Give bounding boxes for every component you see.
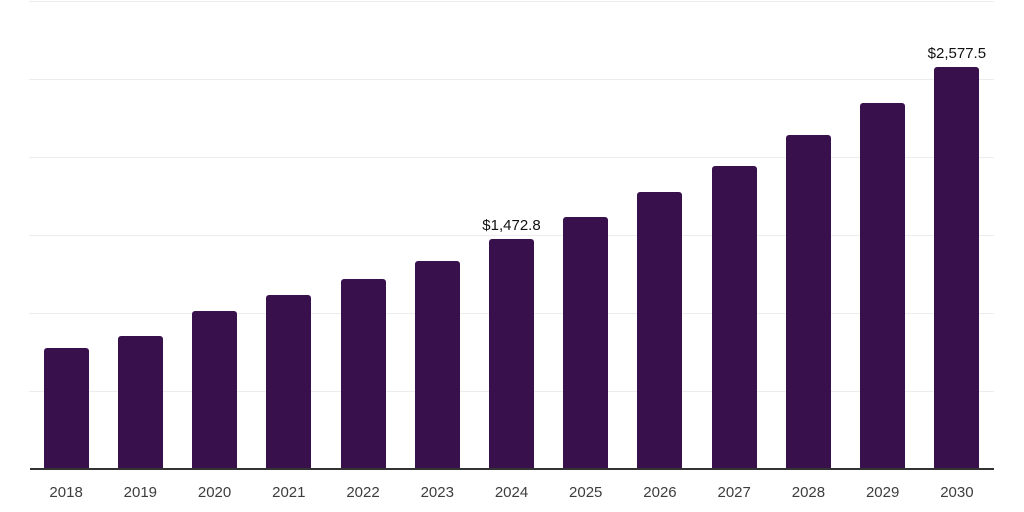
bar-2028 (785, 135, 831, 469)
bar-2026 (637, 192, 683, 469)
x-axis-line (30, 468, 994, 470)
x-tick-label-2027: 2027 (717, 484, 751, 501)
bar-value-label-2024: $1,472.8 (482, 217, 541, 235)
bar-2027 (711, 166, 757, 469)
x-tick-label-2024: 2024 (494, 484, 529, 501)
x-tick-label-2029: 2029 (865, 484, 900, 501)
bar-2024 (489, 239, 534, 469)
x-tick-label-2023: 2023 (420, 484, 454, 501)
x-tick-label-2026: 2026 (643, 484, 677, 501)
bar-2023 (414, 260, 460, 469)
bar-value-label-2030: $2,577.5 (927, 44, 987, 62)
bar-2020 (192, 311, 238, 469)
gridline (29, 79, 994, 80)
bar-2022 (340, 278, 386, 469)
x-tick-label-2025: 2025 (569, 484, 603, 501)
bar-2021 (266, 295, 312, 469)
bar-2025 (563, 216, 609, 469)
x-tick-label-2018: 2018 (49, 484, 83, 501)
bar-2030 (934, 66, 980, 469)
gridline (29, 157, 994, 158)
x-tick-label-2030: 2030 (940, 484, 974, 501)
bar-2019 (117, 335, 163, 469)
gridline (29, 235, 994, 236)
x-tick-label-2020: 2020 (197, 484, 232, 501)
x-tick-label-2028: 2028 (791, 484, 826, 501)
bar-2018 (43, 348, 89, 469)
gridline (29, 1, 994, 2)
x-tick-label-2022: 2022 (346, 484, 380, 501)
x-tick-label-2019: 2019 (123, 484, 158, 501)
bar-2029 (860, 103, 906, 469)
x-tick-label-2021: 2021 (272, 484, 306, 501)
